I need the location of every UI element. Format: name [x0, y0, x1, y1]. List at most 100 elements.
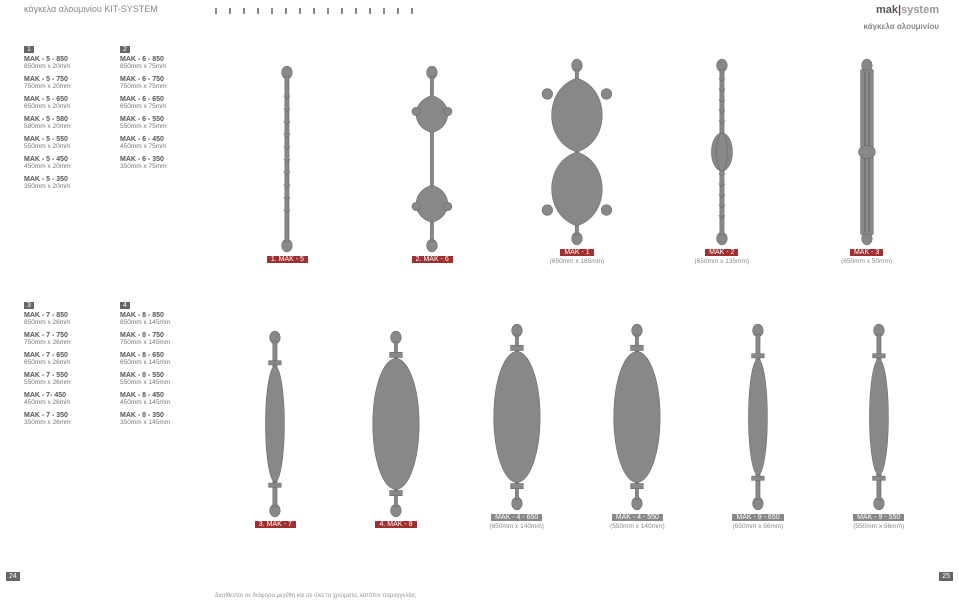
header-decoration	[215, 8, 415, 14]
item-name: MAK - 8 - 350	[120, 412, 200, 419]
baluster-icon	[359, 329, 433, 519]
baluster-icon	[830, 57, 904, 247]
baluster-dim: (550mm x 56mm)	[853, 523, 904, 530]
item-dim: 550mm x 145mm	[120, 379, 200, 386]
item-name: MAK - 7 - 850	[24, 312, 104, 319]
page-number-left: 24	[6, 572, 20, 581]
item-dim: 850mm x 145mm	[120, 319, 200, 326]
list-item: MAK - 8 - 350350mm x 145mm	[120, 412, 200, 426]
baluster-icon	[842, 322, 916, 512]
baluster-icon	[395, 64, 469, 254]
baluster-label: 1. MAK - 5	[267, 256, 308, 263]
baluster-column: MAK - 3 (650mm x 50mm)	[794, 36, 939, 265]
item-dim: 850mm x 75mm	[120, 63, 200, 70]
item-name: MAK - 6 - 350	[120, 156, 200, 163]
item-name: MAK - 7- 450	[24, 392, 104, 399]
list-item: MAK - 7 - 650650mm x 26mm	[24, 352, 104, 366]
item-dim: 850mm x 26mm	[24, 319, 104, 326]
baluster-dim: (650mm x 140mm)	[489, 523, 544, 530]
list-group-2: 2 MAK - 6 - 850850mm x 75mmMAK - 6 - 750…	[120, 44, 200, 176]
brand-logo: mak|system	[876, 4, 939, 16]
brand-mak: mak	[876, 4, 898, 16]
subtitle: κάγκελα αλουμινίου	[864, 22, 939, 31]
footnote: διατίθενται σε διάφορα μεγέθη και σε όλα…	[215, 593, 416, 599]
baluster-dim: (650mm x 56mm)	[733, 523, 784, 530]
baluster-label: MAK - 1	[560, 249, 593, 256]
box-num-3: 3	[24, 302, 34, 309]
baluster-column: MAK - 9 - 650 (650mm x 56mm)	[698, 300, 819, 530]
baluster-column: 1. MAK - 5	[215, 36, 360, 265]
baluster-icon	[238, 329, 312, 519]
list-item: MAK - 6 - 750750mm x 75mm	[120, 76, 200, 90]
baluster-column: MAK - 1 (650mm x 185mm)	[505, 36, 650, 265]
item-name: MAK - 8 - 550	[120, 372, 200, 379]
item-name: MAK - 7 - 550	[24, 372, 104, 379]
baluster-dim: (550mm x 140mm)	[610, 523, 665, 530]
item-name: MAK - 6 - 750	[120, 76, 200, 83]
list-item: MAK - 5 - 650650mm x 20mm	[24, 96, 104, 110]
baluster-label: MAK - 9 - 550	[853, 514, 904, 521]
item-name: MAK - 5 - 650	[24, 96, 104, 103]
list-group-4: 4 MAK - 8 - 850850mm x 145mm MAK - 8 - 75…	[120, 300, 200, 432]
baluster-column: 3. MAK - 7	[215, 300, 336, 530]
item-name: MAK - 6 - 550	[120, 116, 200, 123]
item-dim: 650mm x 26mm	[24, 359, 104, 366]
list-item: MAK - 8 - 450450mm x 145mm	[120, 392, 200, 406]
list-item: MAK - 8 - 850850mm x 145mm	[120, 312, 200, 326]
baluster-label: 3. MAK - 7	[255, 521, 296, 528]
item-dim: 350mm x 20mm	[24, 183, 104, 190]
baluster-label: MAK - 4 - 650	[491, 514, 542, 521]
baluster-icon	[250, 64, 324, 254]
item-name: MAK - 8 - 450	[120, 392, 200, 399]
list-item: MAK - 8 - 650650mm x 145mm	[120, 352, 200, 366]
item-dim: 350mm x 145mm	[120, 419, 200, 426]
baluster-label: MAK - 9 - 650	[732, 514, 783, 521]
baluster-column: MAK - 4 - 550 (550mm x 140mm)	[577, 300, 698, 530]
baluster-dim: (650mm x 135mm)	[695, 258, 750, 265]
item-dim: 750mm x 145mm	[120, 339, 200, 346]
list-item: MAK - 6 - 550550mm x 75mm	[120, 116, 200, 130]
item-name: MAK - 7 - 650	[24, 352, 104, 359]
item-dim: 450mm x 20mm	[24, 163, 104, 170]
item-dim: 550mm x 20mm	[24, 143, 104, 150]
list-item: MAK - 6 - 350350mm x 75mm	[120, 156, 200, 170]
baluster-column: 2. MAK - 6	[360, 36, 505, 265]
baluster-icon	[600, 322, 674, 512]
list-item: MAK - 6 - 850850mm x 75mm	[120, 56, 200, 70]
list-group-1: 1 MAK - 5 - 850850mm x 20mm MAK - 5 - 750…	[24, 44, 104, 196]
list-item: MAK - 7 - 350350mm x 26mm	[24, 412, 104, 426]
baluster-label: 4. MAK - 8	[375, 521, 416, 528]
item-name: MAK - 7 - 350	[24, 412, 104, 419]
item-dim: 550mm x 75mm	[120, 123, 200, 130]
item-name: MAK - 5 - 350	[24, 176, 104, 183]
item-dim: 450mm x 26mm	[24, 399, 104, 406]
baluster-icon	[721, 322, 795, 512]
list-item: MAK - 6 - 650650mm x 75mm	[120, 96, 200, 110]
item-dim: 650mm x 75mm	[120, 103, 200, 110]
item-dim: 550mm x 26mm	[24, 379, 104, 386]
list-item: MAK - 7 - 750750mm x 26mm	[24, 332, 104, 346]
baluster-label: MAK - 4 - 550	[612, 514, 663, 521]
item-dim: 750mm x 26mm	[24, 339, 104, 346]
box-num-1: 1	[24, 46, 34, 53]
item-name: MAK - 5 - 550	[24, 136, 104, 143]
item-dim: 650mm x 20mm	[24, 103, 104, 110]
list-item: MAK - 7 - 850850mm x 26mm	[24, 312, 104, 326]
baluster-column: 4. MAK - 8	[336, 300, 457, 530]
baluster-row-top: 1. MAK - 5 2. MAK - 6 MAK - 1 (650mm x 1…	[215, 36, 939, 265]
list-item: MAK - 5 - 750750mm x 20mm	[24, 76, 104, 90]
box-num-4: 4	[120, 302, 130, 309]
list-item: MAK - 6 - 450450mm x 75mm	[120, 136, 200, 150]
list-group-3: 3 MAK - 7 - 850850mm x 26mm MAK - 7 - 750…	[24, 300, 104, 432]
baluster-icon	[540, 57, 614, 247]
baluster-label: MAK - 3	[850, 249, 883, 256]
baluster-icon	[480, 322, 554, 512]
brand-system: system	[901, 4, 939, 16]
item-dim: 450mm x 145mm	[120, 399, 200, 406]
item-name: MAK - 8 - 750	[120, 332, 200, 339]
item-name: MAK - 7 - 750	[24, 332, 104, 339]
item-name: MAK - 5 - 580	[24, 116, 104, 123]
list-item: MAK - 8 - 750750mm x 145mm	[120, 332, 200, 346]
baluster-dim: (650mm x 185mm)	[550, 258, 605, 265]
list-item: MAK - 5 - 850850mm x 20mm	[24, 56, 104, 70]
